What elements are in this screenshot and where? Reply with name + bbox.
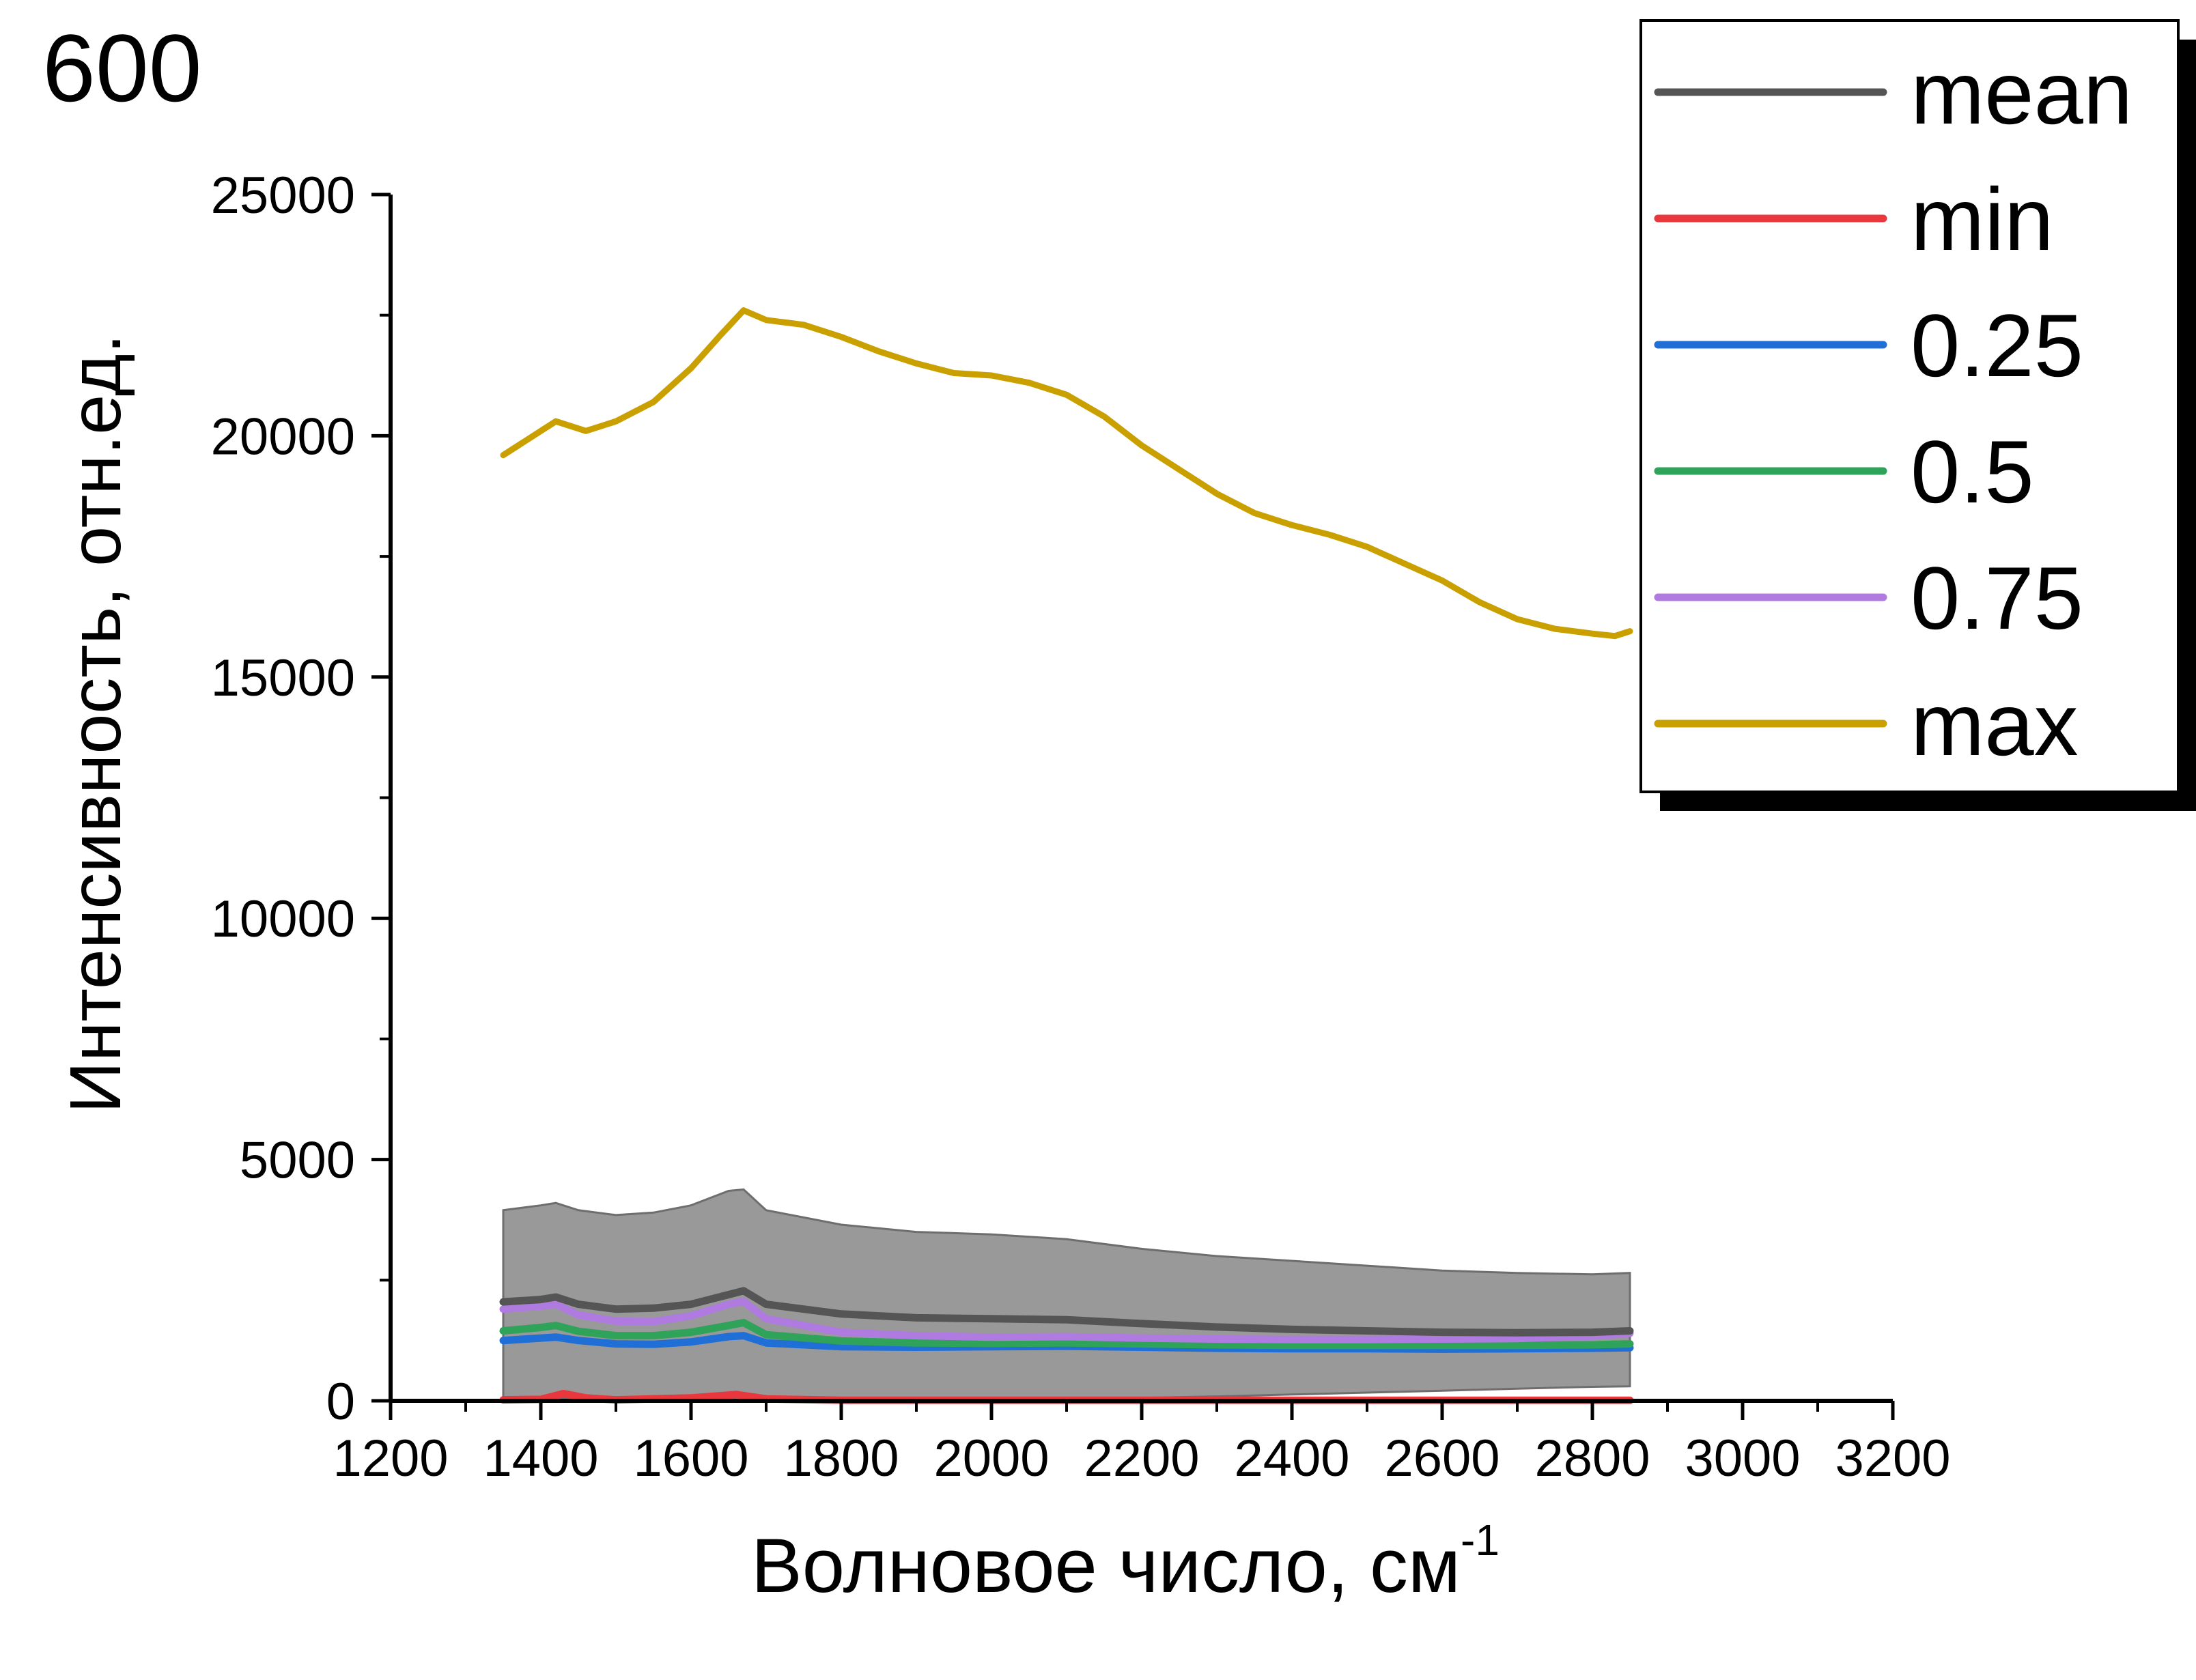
range-band <box>502 1188 1631 1401</box>
series-line-mean <box>499 1287 1634 1337</box>
axes: 1200 1400 1600 1800 2000 2200 2400 2600 2800 3000… <box>211 167 1951 1487</box>
x-axis-label-superscript: -1 <box>1461 1515 1500 1565</box>
range-band-layer <box>502 1188 1631 1401</box>
y-tick-label: 0 <box>326 1373 355 1431</box>
y-tick-label: 25000 <box>211 167 355 225</box>
legend-box <box>1639 19 2180 793</box>
legend: mean min 0.25 0.5 0.75 max <box>1639 19 2196 811</box>
legend-label-mean: mean <box>1911 43 2132 143</box>
x-tick-label: 2600 <box>1384 1429 1500 1487</box>
y-tick-label: 5000 <box>240 1132 355 1190</box>
y-tick-label: 20000 <box>211 408 355 466</box>
x-tick-label: 1400 <box>483 1429 598 1487</box>
y-tick-label: 10000 <box>211 890 355 948</box>
x-tick-label: 3000 <box>1685 1429 1800 1487</box>
x-tick-label: 2800 <box>1534 1429 1650 1487</box>
x-tick-label: 1200 <box>333 1429 448 1487</box>
series-line-max <box>500 307 1633 640</box>
legend-label-0-25: 0.25 <box>1911 296 2083 395</box>
x-tick-label: 2000 <box>933 1429 1049 1487</box>
y-axis-label: Интенсивность, отн.ед. <box>55 333 136 1114</box>
legend-label-0-5: 0.5 <box>1911 422 2034 522</box>
y-tick-label: 15000 <box>211 649 355 707</box>
x-tick-label: 1800 <box>783 1429 899 1487</box>
panel-label: 600 <box>42 14 202 122</box>
series-line-0-75 <box>499 1297 1634 1343</box>
x-tick-label: 1600 <box>633 1429 748 1487</box>
x-tick-label: 3200 <box>1835 1429 1950 1487</box>
x-tick-label: 2200 <box>1084 1429 1199 1487</box>
legend-label-min: min <box>1911 169 2053 269</box>
x-tick-label: 2400 <box>1234 1429 1349 1487</box>
series-line-0-5 <box>499 1319 1634 1350</box>
legend-label-0-75: 0.75 <box>1911 548 2083 648</box>
x-axis-label-main: Волновое число, см <box>751 1523 1461 1608</box>
legend-label-max: max <box>1911 674 2079 774</box>
x-axis-label: Волновое число, см-1 <box>751 1518 1500 1604</box>
